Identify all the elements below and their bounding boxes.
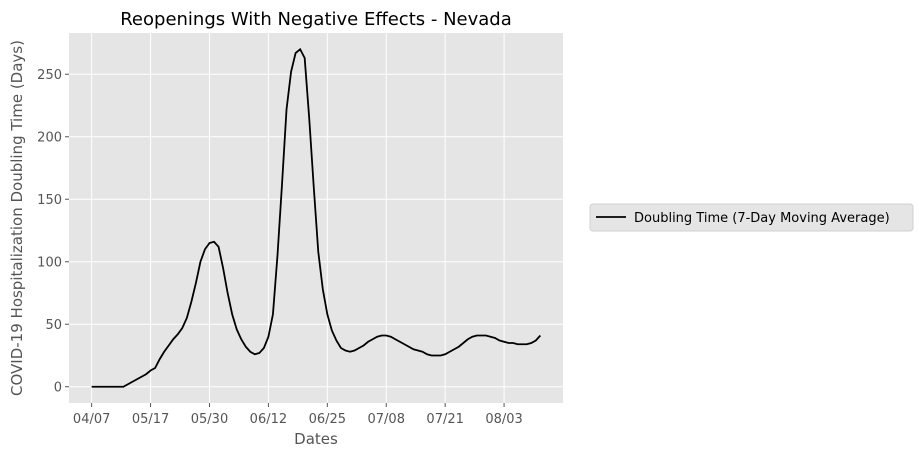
grid bbox=[69, 33, 563, 403]
x-tick-label: 05/30 bbox=[191, 412, 228, 427]
y-tick-label: 250 bbox=[37, 68, 62, 83]
chart-title: Reopenings With Negative Effects - Nevad… bbox=[120, 9, 512, 30]
series-line-doubling-time bbox=[91, 47, 542, 388]
legend-label: Doubling Time (7-Day Moving Average) bbox=[634, 211, 890, 226]
y-tick-label: 100 bbox=[37, 255, 62, 270]
x-tick-label: 08/03 bbox=[485, 412, 522, 427]
y-tick-label: 150 bbox=[37, 193, 62, 208]
x-tick-label: 07/08 bbox=[368, 412, 405, 427]
y-axis-label: COVID-19 Hospitalization Doubling Time (… bbox=[8, 40, 26, 396]
y-tick-label: 50 bbox=[45, 318, 62, 333]
x-axis-label: Dates bbox=[294, 430, 338, 448]
x-tick-label: 07/21 bbox=[426, 412, 463, 427]
legend: Doubling Time (7-Day Moving Average) bbox=[589, 203, 914, 232]
x-tick-label: 06/12 bbox=[250, 412, 287, 427]
legend-box bbox=[589, 203, 914, 232]
x-tick-label: 05/17 bbox=[132, 412, 169, 427]
y-axis: 0 50 100 150 200 250 bbox=[37, 68, 69, 395]
x-tick-label: 04/07 bbox=[73, 412, 110, 427]
y-tick-label: 200 bbox=[37, 130, 62, 145]
x-axis: 04/07 05/17 05/30 06/12 06/25 07/08 07/21 08/03 bbox=[73, 403, 523, 427]
y-tick-label: 0 bbox=[54, 380, 62, 395]
x-tick-label: 06/25 bbox=[309, 412, 346, 427]
